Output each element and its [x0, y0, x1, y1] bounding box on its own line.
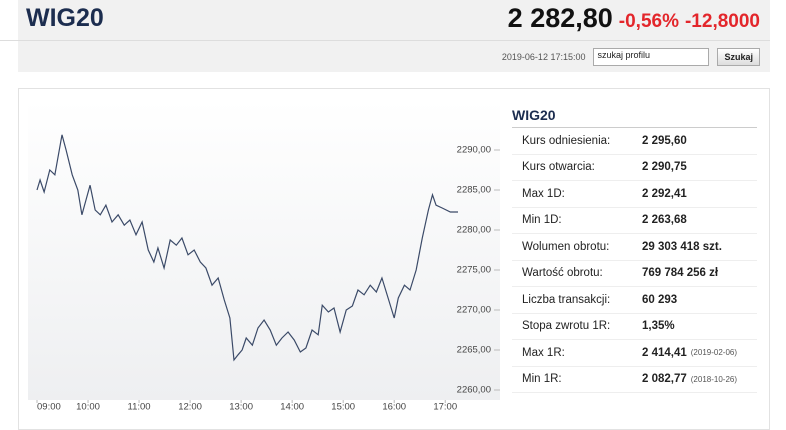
y-tick-label: 2265,00 [457, 345, 491, 356]
table-row: Wolumen obrotu: 29 303 418 szt. [512, 234, 757, 261]
table-row: Kurs otwarcia: 2 290,75 [512, 155, 757, 181]
row-value: 2 290,75 [642, 161, 687, 174]
plot-background [28, 100, 500, 400]
price-line [36, 134, 458, 362]
quote: 2 282,80 -0,56% -12,8000 [508, 3, 760, 34]
row-value: 2 292,41 [642, 187, 687, 200]
row-label: Wolumen obrotu: [522, 240, 610, 253]
row-label: Max 1D: [522, 187, 565, 200]
x-tick-label: 17:00 [433, 402, 457, 413]
table-rows: Kurs odniesienia: 2 295,60 Kurs otwarcia: 2… [512, 128, 757, 393]
row-value: 2 295,60 [642, 134, 687, 147]
y-tick-label: 2275,00 [457, 265, 491, 276]
timestamp: 2019-06-12 17:15:00 [501, 52, 586, 62]
table-title: WIG20 [512, 103, 757, 128]
x-tick-label: 13:00 [229, 402, 253, 413]
x-tick-label: 09:00 [37, 402, 61, 413]
table-row: Kurs odniesienia: 2 295,60 [512, 128, 757, 155]
search-button[interactable]: Szukaj [717, 48, 760, 66]
chart: 2260,00 2265,00 2270,00 2275,00 2280,00 2285,… [28, 100, 500, 413]
page: WIG20 2 282,80 -0,56% -12,8000 2019-06-12 … [0, 0, 770, 430]
row-value: 2 414,41 [642, 346, 687, 359]
y-tick-label: 2280,00 [457, 225, 491, 236]
y-tick-label: 2270,00 [457, 305, 491, 316]
row-label: Min 1R: [522, 373, 562, 386]
info-table: WIG20 Kurs odniesienia: 2 295,60 Kurs otwa… [512, 103, 757, 393]
header: WIG20 2 282,80 -0,56% -12,8000 2019-06-12 … [0, 0, 770, 72]
table-row: Min 1D: 2 263,68 [512, 208, 757, 234]
row-value: 2 263,68 [642, 214, 687, 227]
index-title: WIG20 [26, 4, 104, 32]
row-label: Wartość obrotu: [522, 267, 603, 280]
table-row: Stopa zwrotu 1R: 1,35% [512, 314, 757, 340]
table-row: Wartość obrotu: 769 784 256 zł [512, 261, 757, 287]
row-note: (2019-02-06) [690, 348, 738, 358]
table-row: Liczba transakcji: 60 293 [512, 287, 757, 314]
divider [0, 40, 770, 41]
table-row: Min 1R: 2 082,77 (2018-10-26) [512, 367, 757, 393]
row-label: Min 1D: [522, 214, 562, 227]
x-tick-label: 16:00 [382, 402, 406, 413]
y-tick-label: 2285,00 [457, 185, 491, 196]
row-label: Stopa zwrotu 1R: [522, 320, 611, 333]
x-tick-label: 15:00 [331, 402, 355, 413]
row-label: Liczba transakcji: [522, 293, 611, 306]
row-label: Kurs otwarcia: [522, 161, 595, 174]
row-value: 29 303 418 szt. [642, 240, 722, 253]
search-input[interactable]: szukaj profilu [593, 48, 710, 66]
row-value: 769 784 256 zł [642, 267, 719, 280]
table-row: Max 1R: 2 414,41 (2019-02-06) [512, 340, 757, 367]
row-value: 2 082,77 [642, 373, 687, 386]
x-tick-label: 12:00 [178, 402, 202, 413]
row-note: (2018-10-26) [690, 374, 738, 384]
x-tick-label: 11:00 [128, 402, 151, 413]
row-value: 1,35% [642, 320, 675, 333]
change-pct: -0,56% [618, 11, 679, 32]
row-label: Max 1R: [522, 346, 565, 359]
row-value: 60 293 [642, 293, 678, 306]
x-tick-label: 14:00 [280, 402, 304, 413]
price: 2 282,80 [507, 3, 613, 33]
row-label: Kurs odniesienia: [522, 134, 611, 147]
y-tick-label: 2290,00 [457, 145, 491, 156]
y-tick-label: 2260,00 [457, 385, 491, 396]
toolbar: 2019-06-12 17:15:00 szukaj profilu Szuka… [0, 40, 770, 66]
x-tick-label: 10:00 [76, 402, 100, 413]
change-abs: -12,8000 [684, 11, 760, 32]
table-row: Max 1D: 2 292,41 [512, 181, 757, 208]
